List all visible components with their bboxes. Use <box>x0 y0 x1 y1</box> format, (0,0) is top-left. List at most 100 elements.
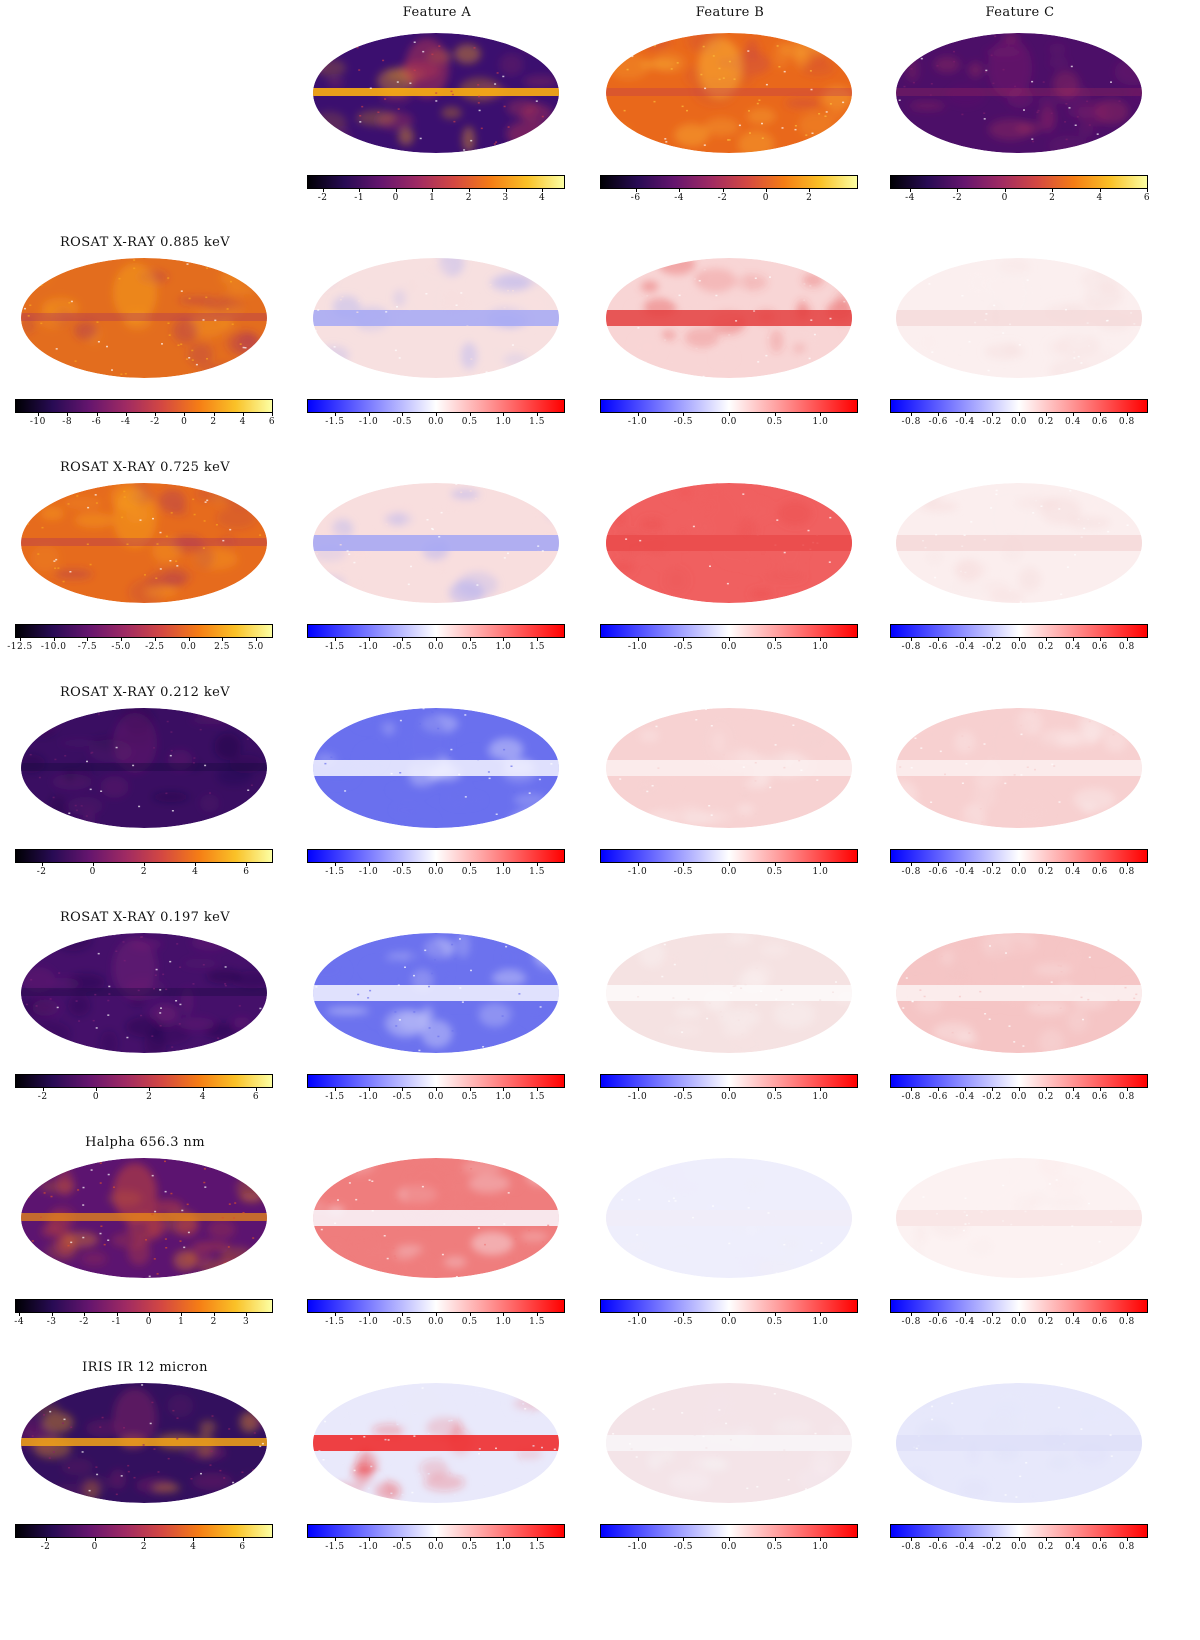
map-speckle <box>651 785 654 787</box>
map-speckle <box>1019 724 1022 727</box>
map-blotch <box>522 1167 559 1183</box>
colorbar-tick-label: -0.5 <box>392 642 412 652</box>
map-speckle <box>718 67 721 70</box>
colorbar-gradient <box>307 1074 565 1088</box>
map-svg <box>313 1158 559 1278</box>
map-speckle <box>176 943 179 945</box>
map-speckle <box>397 108 400 110</box>
map-speckle <box>1016 483 1018 486</box>
map-speckle <box>856 1165 858 1167</box>
map-speckle <box>386 1162 389 1164</box>
colorbar-tick-label: 0.4 <box>1064 1317 1081 1327</box>
colorbar-tick-label: -0.5 <box>392 417 412 427</box>
map-speckle <box>1085 1166 1088 1169</box>
map-speckle <box>910 68 913 70</box>
map-speckle <box>316 553 319 555</box>
map-speckle <box>27 315 30 317</box>
map-speckle <box>357 993 360 996</box>
colorbar-tick-label: 5.0 <box>247 642 264 652</box>
map-speckle <box>623 283 625 285</box>
map-blotch <box>197 708 239 724</box>
map-speckle <box>944 483 947 484</box>
map-blotch <box>794 45 808 69</box>
map-speckle <box>92 1019 95 1022</box>
colorbar-tick-mark <box>911 1088 913 1091</box>
map-speckle <box>914 1383 917 1386</box>
map-speckle <box>914 737 917 739</box>
map-blotch <box>199 794 220 813</box>
map-speckle <box>1022 985 1025 988</box>
map-blotch <box>607 54 650 80</box>
map-blotch <box>1088 493 1104 519</box>
map-speckle <box>826 724 828 727</box>
map-speckle <box>803 283 806 285</box>
map-speckle <box>326 931 328 933</box>
map-speckle <box>622 1201 625 1204</box>
map-blotch <box>149 1003 179 1022</box>
map-speckle <box>737 1019 740 1021</box>
map-speckle <box>805 134 808 136</box>
colorbar-ticks: -6 -4 -2 0 2 <box>600 189 858 205</box>
colorbar-tick-mark <box>774 1088 776 1091</box>
colorbar-ticks: -1.0 -0.5 0.0 0.5 1.0 <box>600 413 858 429</box>
map-blotch <box>909 100 946 111</box>
panel-title: Feature A <box>402 5 472 20</box>
colorbar-tick-label: -1.0 <box>358 642 379 652</box>
colorbar-ticks: -2 0 2 4 6 <box>15 1538 273 1554</box>
mollweide-map <box>890 705 1148 831</box>
map-speckle <box>42 1398 45 1400</box>
map-blotch <box>897 1186 942 1200</box>
map-speckle <box>383 1235 386 1237</box>
map-speckle <box>1036 1243 1039 1245</box>
colorbar-tick-label: -0.8 <box>901 1092 921 1102</box>
map-speckle <box>99 1232 102 1235</box>
map-speckle <box>1034 1504 1036 1506</box>
map-blotch <box>456 933 471 958</box>
map-speckle <box>336 945 339 947</box>
map-speckle <box>1073 357 1076 359</box>
colorbar-tick-label: -1.0 <box>358 417 379 427</box>
colorbar-tick-mark <box>1019 863 1020 866</box>
map-speckle <box>829 317 832 320</box>
colorbar-tick-mark <box>41 863 43 866</box>
map-speckle <box>622 527 625 529</box>
map-speckle <box>984 319 987 321</box>
galactic-plane <box>313 88 559 96</box>
map-speckle <box>422 708 425 710</box>
map-speckle <box>836 1007 839 1009</box>
map-speckle <box>990 32 992 34</box>
colorbar-ticks: -1.0 -0.5 0.0 0.5 1.0 <box>600 1088 858 1104</box>
map-speckle <box>744 983 747 986</box>
map-speckle <box>453 1494 456 1496</box>
map-speckle <box>755 494 758 497</box>
map-speckle <box>142 1444 145 1446</box>
map-blotch <box>823 940 836 958</box>
map-speckle <box>814 1432 817 1435</box>
map-speckle <box>732 1419 735 1421</box>
map-speckle <box>353 282 356 285</box>
map-blotch <box>677 1232 713 1243</box>
map-speckle <box>478 1448 481 1450</box>
map-blotch <box>125 1016 165 1038</box>
map-speckle <box>1074 554 1076 556</box>
map-speckle <box>952 350 955 352</box>
map-speckle <box>494 255 496 257</box>
colorbar-tick-mark <box>537 1088 539 1091</box>
galactic-plane <box>606 1435 852 1451</box>
map-speckle <box>149 1422 152 1425</box>
map-svg <box>21 708 267 828</box>
map-speckle <box>1132 603 1134 605</box>
map-speckle <box>974 321 977 324</box>
map-speckle <box>1099 1393 1102 1395</box>
colorbar-gradient <box>307 1524 565 1538</box>
map-speckle <box>1080 362 1083 364</box>
map-speckle <box>1100 1046 1103 1049</box>
map-speckle <box>652 805 655 807</box>
map-speckle <box>936 65 939 67</box>
map-speckle <box>787 1479 790 1481</box>
colorbar-tick-mark <box>1019 1088 1020 1091</box>
colorbar-tick-mark <box>202 1088 204 1091</box>
map-speckle <box>740 987 743 989</box>
map-speckle <box>643 972 646 975</box>
map-blotch <box>418 780 441 789</box>
